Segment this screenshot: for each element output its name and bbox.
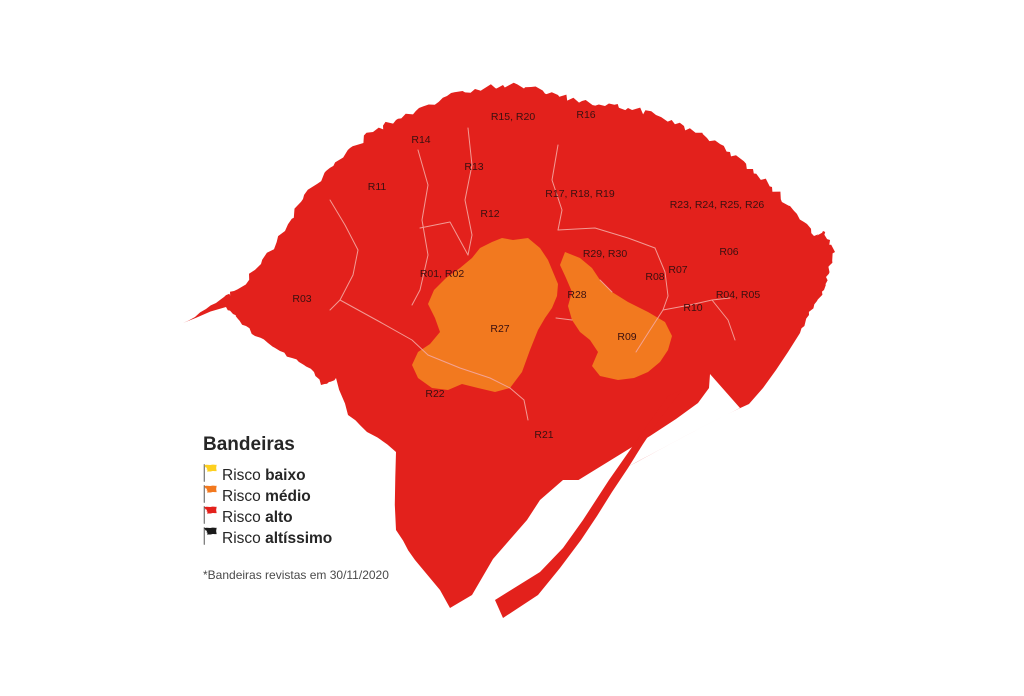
svg-text:R23, R24, R25, R26: R23, R24, R25, R26: [670, 199, 765, 211]
svg-text:R12: R12: [480, 208, 499, 220]
svg-text:Bandeiras: Bandeiras: [203, 434, 295, 455]
svg-text:R01, R02: R01, R02: [420, 268, 465, 280]
svg-text:R21: R21: [534, 429, 553, 441]
svg-text:R08: R08: [645, 271, 664, 283]
svg-text:R15, R20: R15, R20: [491, 111, 536, 123]
svg-text:R11: R11: [368, 181, 387, 193]
svg-text:R29, R30: R29, R30: [583, 248, 628, 260]
svg-text:R07: R07: [668, 264, 687, 276]
svg-text:R10: R10: [683, 302, 702, 314]
svg-text:R09: R09: [617, 331, 636, 343]
svg-text:R14: R14: [411, 134, 430, 146]
svg-text:R13: R13: [464, 161, 483, 173]
svg-text:R17, R18, R19: R17, R18, R19: [545, 188, 615, 200]
svg-text:R27: R27: [490, 323, 509, 335]
svg-text:R22: R22: [425, 388, 444, 400]
svg-text:Risco baixo: Risco baixo: [222, 467, 306, 484]
svg-text:R04, R05: R04, R05: [716, 289, 761, 301]
svg-text:Risco alto: Risco alto: [222, 509, 293, 526]
svg-text:Risco altíssimo: Risco altíssimo: [222, 530, 332, 547]
svg-text:R06: R06: [719, 246, 738, 258]
svg-text:Risco médio: Risco médio: [222, 488, 311, 505]
svg-text:R03: R03: [292, 293, 311, 305]
svg-text:R16: R16: [576, 109, 595, 121]
svg-text:*Bandeiras revistas em 30/11/2: *Bandeiras revistas em 30/11/2020: [203, 568, 389, 582]
svg-text:R28: R28: [567, 289, 586, 301]
